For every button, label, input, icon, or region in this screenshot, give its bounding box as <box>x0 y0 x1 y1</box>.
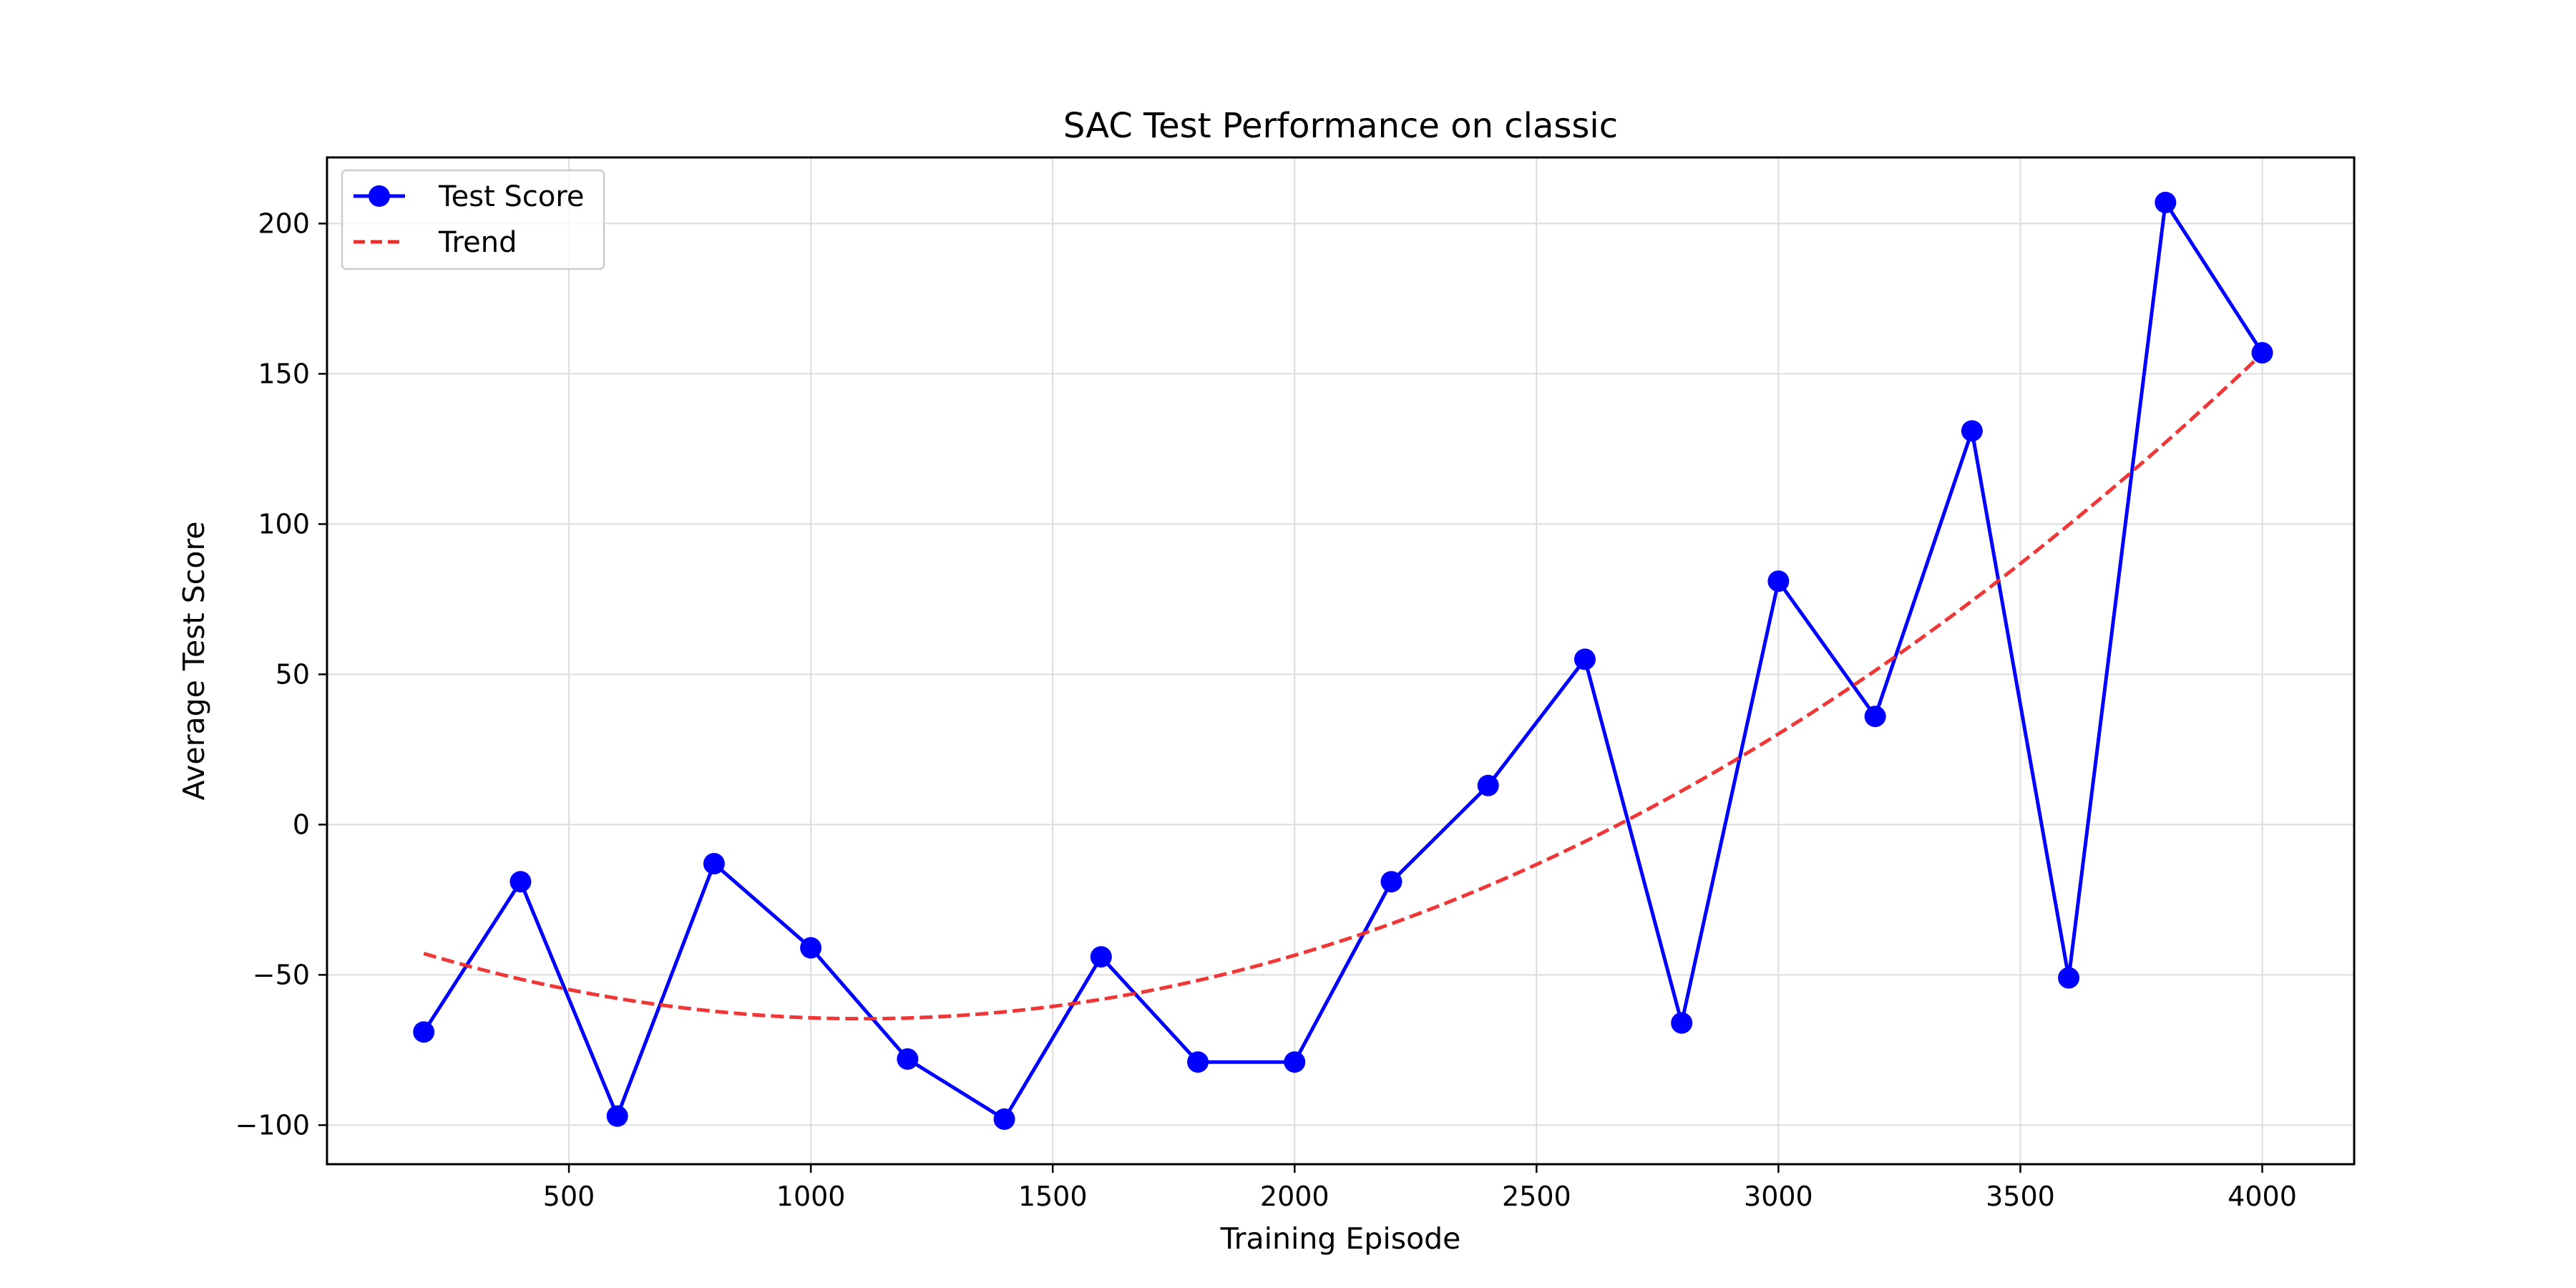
test-score-point <box>2058 967 2080 989</box>
test-score-point <box>2155 192 2177 213</box>
y-tick-label: 100 <box>258 508 310 540</box>
test-score-point <box>800 937 822 959</box>
test-score-point <box>413 1021 435 1043</box>
test-score-point <box>993 1108 1015 1130</box>
y-tick-label: 50 <box>275 658 310 690</box>
y-tick-label: 200 <box>258 208 310 239</box>
test-score-point <box>2251 342 2273 364</box>
legend: Test Score Trend <box>341 169 605 270</box>
x-tick-label: 3000 <box>1744 1181 1813 1212</box>
y-tick-label: 150 <box>258 358 310 389</box>
y-tick-label: 0 <box>293 809 310 840</box>
series-trend-line <box>423 352 2264 1021</box>
test-score-point <box>1284 1051 1306 1073</box>
plot-frame <box>326 156 2356 1166</box>
series-layer <box>413 192 2273 1130</box>
y-tick-label: −100 <box>235 1109 310 1141</box>
test-score-point <box>897 1048 919 1070</box>
test-score-point <box>703 853 725 874</box>
series-test-score-line <box>422 200 2264 1121</box>
legend-marker-test-score <box>369 185 390 207</box>
test-score-point <box>1767 570 1790 592</box>
test-score-point <box>1187 1051 1209 1073</box>
chart-title: SAC Test Performance on classic <box>1063 106 1618 146</box>
test-score-point <box>1380 871 1402 893</box>
x-axis-title: Training Episode <box>1220 1221 1461 1256</box>
test-score-point <box>606 1105 628 1127</box>
x-tick-label: 1500 <box>1018 1181 1088 1212</box>
x-tick-label: 2500 <box>1502 1181 1571 1212</box>
test-score-point <box>1090 946 1112 968</box>
y-tick-label: −50 <box>253 959 310 990</box>
test-score-point <box>1961 420 1983 442</box>
test-score-point <box>1671 1012 1693 1034</box>
test-score-point <box>1864 706 1886 728</box>
x-tick-label: 500 <box>543 1181 595 1212</box>
legend-label-test-score: Test Score <box>438 180 585 213</box>
test-score-point <box>1477 774 1499 796</box>
x-tick-label: 2000 <box>1260 1181 1330 1212</box>
ticks: 500 1000 1500 2000 2500 3000 3500 4000 −100 −50 0 5… <box>235 208 2297 1212</box>
x-tick-label: 4000 <box>2228 1181 2297 1212</box>
x-tick-label: 3500 <box>1986 1181 2055 1212</box>
legend-box <box>341 169 605 270</box>
test-score-point <box>1574 648 1596 670</box>
y-axis-title: Average Test Score <box>177 521 211 800</box>
x-tick-label: 1000 <box>776 1181 846 1212</box>
legend-label-trend: Trend <box>438 226 517 259</box>
test-score-point <box>509 871 532 893</box>
